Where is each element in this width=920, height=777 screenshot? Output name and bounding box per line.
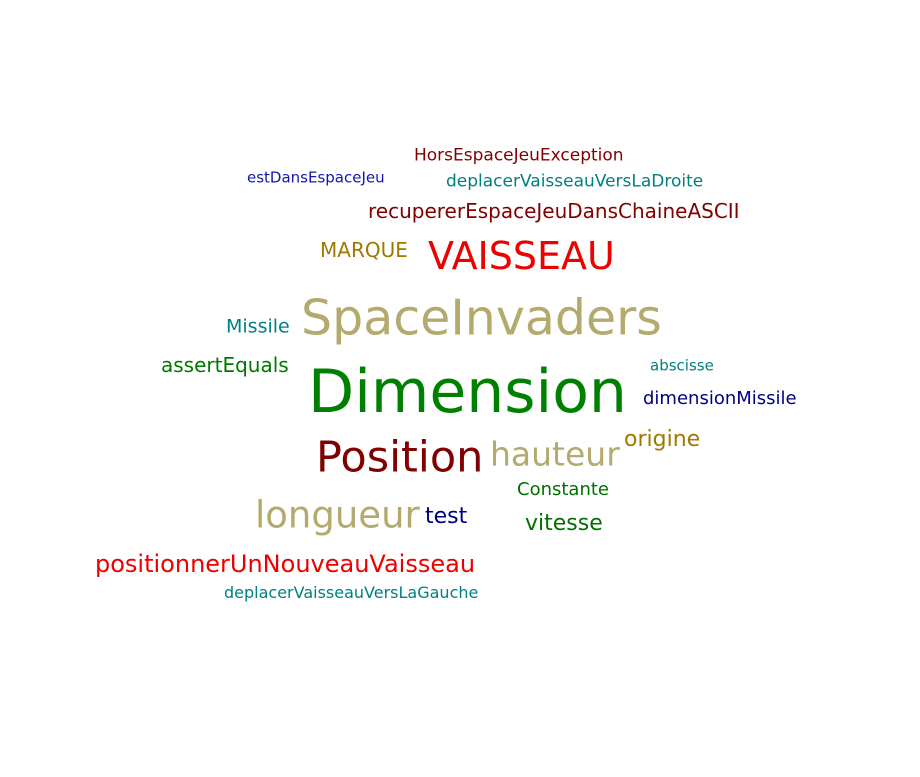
word-dimension-missile: dimensionMissile <box>643 388 797 409</box>
word-missile: Missile <box>226 315 290 338</box>
word-longueur: longueur <box>255 493 420 537</box>
word-deplacer-vaisseau-vers-la-gauche: deplacerVaisseauVersLaGauche <box>224 583 479 602</box>
word-vitesse: vitesse <box>525 511 603 536</box>
word-abscisse: abscisse <box>650 356 714 375</box>
word-recuperer-espace-jeu-dans-chaine-ascii: recupererEspaceJeuDansChaineASCII <box>368 199 740 223</box>
word-assert-equals: assertEquals <box>161 353 289 377</box>
word-space-invaders: SpaceInvaders <box>301 289 662 347</box>
word-vaisseau: VAISSEAU <box>428 234 615 278</box>
word-constante: Constante <box>517 479 609 500</box>
word-deplacer-vaisseau-vers-la-droite: deplacerVaisseauVersLaDroite <box>446 171 704 192</box>
word-positionner-un-nouveau-vaisseau: positionnerUnNouveauVaisseau <box>95 550 476 578</box>
word-dimension: Dimension <box>308 357 627 427</box>
word-test: test <box>425 504 468 529</box>
word-position: Position <box>316 432 484 483</box>
word-hauteur: hauteur <box>490 434 620 474</box>
word-est-dans-espace-jeu: estDansEspaceJeu <box>247 168 385 187</box>
word-hors-espace-jeu-exception: HorsEspaceJeuException <box>414 145 624 166</box>
word-marque: MARQUE <box>320 238 408 262</box>
word-origine: origine <box>624 427 701 452</box>
